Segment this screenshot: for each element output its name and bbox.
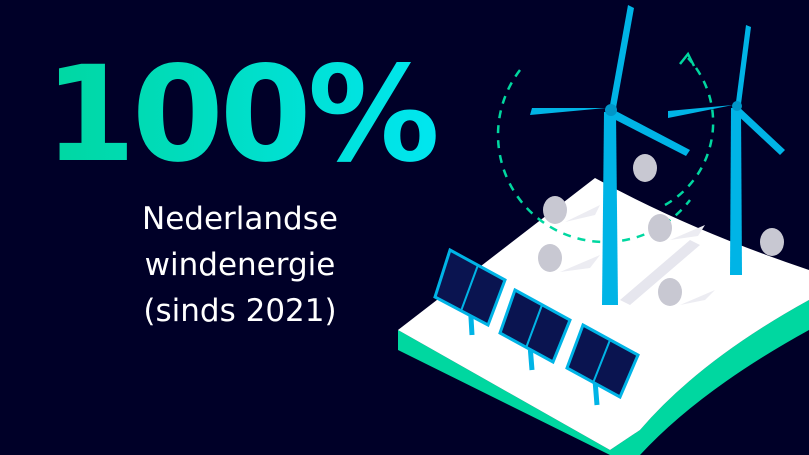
caption-line: windenergie — [145, 247, 336, 283]
tree-shadows — [560, 205, 715, 305]
solar-panels — [433, 247, 640, 406]
island-side — [398, 300, 809, 455]
wind-turbine — [668, 25, 785, 275]
shadow — [620, 240, 700, 305]
trees — [538, 154, 784, 306]
headline: 100% — [44, 38, 437, 192]
caption-line: (sinds 2021) — [143, 293, 336, 329]
illustration — [398, 5, 809, 455]
island-top — [398, 178, 809, 450]
arrow-head — [679, 51, 696, 67]
caption-line: Nederlandse — [142, 201, 338, 237]
wind-turbine — [530, 5, 690, 305]
